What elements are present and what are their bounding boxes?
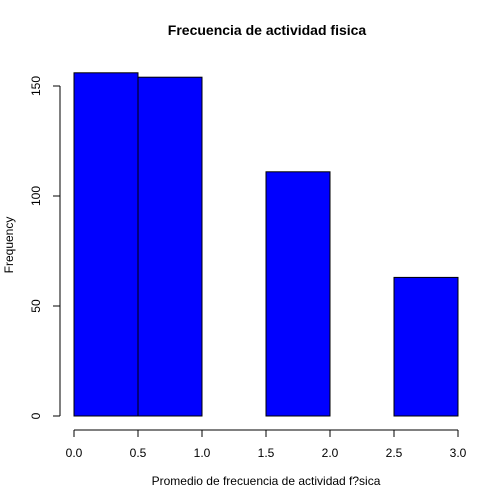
x-tick-label-5: 2.5 xyxy=(386,446,403,460)
histogram-bar-5 xyxy=(393,276,459,417)
x-axis: 0.0 0.5 1.0 1.5 2.0 2.5 3.0 xyxy=(66,429,467,460)
x-axis-label: Promedio de frecuencia de actividad f?si… xyxy=(152,474,381,488)
x-tick-label-6: 3.0 xyxy=(450,446,467,460)
histogram-bar-3 xyxy=(265,171,331,417)
y-axis-label: Frequency xyxy=(2,217,16,274)
x-tick-label-2: 1.0 xyxy=(194,446,211,460)
x-tick-label-4: 2.0 xyxy=(322,446,339,460)
bars-group xyxy=(73,72,459,417)
x-tick-label-0: 0.0 xyxy=(66,446,83,460)
x-tick-label-3: 1.5 xyxy=(258,446,275,460)
x-tick-label-1: 0.5 xyxy=(130,446,147,460)
histogram-bar-0 xyxy=(73,72,139,417)
y-tick-label-0: 0 xyxy=(29,412,43,419)
chart-title: Frecuencia de actividad fisica xyxy=(168,22,367,38)
histogram-bar-1 xyxy=(137,76,203,417)
y-tick-label-3: 150 xyxy=(29,76,43,96)
y-tick-label-2: 100 xyxy=(29,186,43,206)
y-axis: 0 50 100 150 xyxy=(29,76,61,419)
y-tick-label-1: 50 xyxy=(29,299,43,313)
